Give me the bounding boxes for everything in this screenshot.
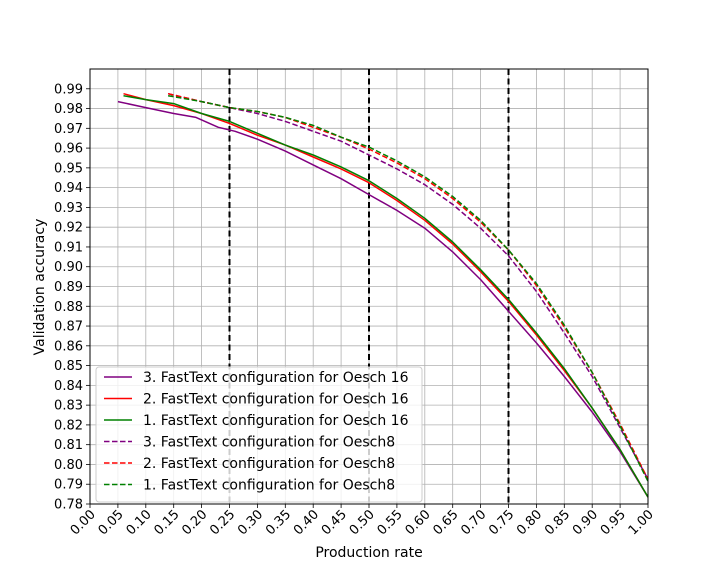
legend-label: 1. FastText configuration for Oesch 16 (143, 413, 409, 429)
y-tick-label: 0.98 (54, 102, 83, 117)
y-tick-label: 0.79 (54, 478, 83, 493)
series-lines (117, 92, 649, 498)
y-tick-label: 0.86 (54, 339, 83, 354)
legend: 3. FastText configuration for Oesch 16 2.… (95, 366, 423, 503)
legend-label: 2. FastText configuration for Oesch8 (143, 456, 395, 472)
y-tick-label: 0.84 (54, 379, 83, 394)
y-tick-label: 0.80 (54, 458, 83, 473)
series-line (167, 92, 649, 480)
x-tick-label: 0.55 (375, 507, 406, 538)
x-tick-label: 0.50 (347, 507, 378, 538)
x-tick-label: 0.40 (291, 507, 322, 538)
legend-box (95, 366, 423, 503)
legend-label: 1. FastText configuration for Oesch8 (143, 478, 395, 494)
y-tick-label: 0.97 (54, 122, 83, 137)
x-tick-label: 0.80 (514, 507, 545, 538)
x-tick-label: 0.30 (235, 507, 266, 538)
x-tick-label: 0.20 (179, 507, 210, 538)
x-tick-label: 1.00 (626, 507, 657, 538)
x-tick-label: 0.35 (263, 507, 294, 538)
y-tick-label: 0.92 (54, 221, 83, 236)
y-tick-label: 0.87 (54, 320, 83, 335)
y-tick-label: 0.90 (54, 260, 83, 275)
y-axis-ticks: 0.78 0.79 0.80 0.81 0.82 0.83 0.84 0.85 0.86 0.87… (54, 82, 90, 513)
y-tick-label: 0.91 (54, 240, 83, 255)
y-tick-label: 0.85 (54, 359, 83, 374)
y-tick-label: 0.81 (54, 438, 83, 453)
x-tick-label: 0.10 (124, 507, 155, 538)
y-axis-label: Validation accuracy (32, 219, 48, 356)
x-axis-ticks: 0.000.050.100.150.200.250.300.350.400.45… (68, 504, 657, 538)
y-tick-label: 0.99 (54, 82, 83, 97)
y-tick-label: 0.82 (54, 418, 83, 433)
y-tick-label: 0.96 (54, 142, 83, 157)
x-tick-label: 0.90 (570, 507, 601, 538)
x-tick-label: 0.75 (486, 507, 517, 538)
x-tick-label: 0.65 (430, 507, 461, 538)
series-line (167, 92, 649, 480)
y-tick-label: 0.89 (54, 280, 83, 295)
x-tick-label: 0.15 (151, 507, 182, 538)
y-tick-label: 0.83 (54, 399, 83, 414)
y-tick-label: 0.94 (54, 181, 83, 196)
series-line (123, 94, 649, 498)
x-tick-label: 0.95 (598, 507, 629, 538)
y-tick-label: 0.93 (54, 201, 83, 216)
x-tick-label: 0.25 (207, 507, 238, 538)
x-tick-label: 0.85 (542, 507, 573, 538)
x-tick-label: 0.45 (319, 507, 350, 538)
x-tick-label: 0.60 (403, 507, 434, 538)
x-tick-label: 0.05 (96, 507, 127, 538)
legend-label: 2. FastText configuration for Oesch 16 (143, 392, 409, 408)
legend-label: 3. FastText configuration for Oesch 16 (143, 370, 409, 386)
x-tick-label: 0.70 (458, 507, 489, 538)
series-line (117, 100, 649, 498)
y-tick-label: 0.95 (54, 161, 83, 176)
x-axis-label: Production rate (315, 545, 422, 561)
legend-label: 3. FastText configuration for Oesch8 (143, 435, 395, 451)
y-tick-label: 0.88 (54, 300, 83, 315)
y-tick-label: 0.78 (54, 498, 83, 513)
